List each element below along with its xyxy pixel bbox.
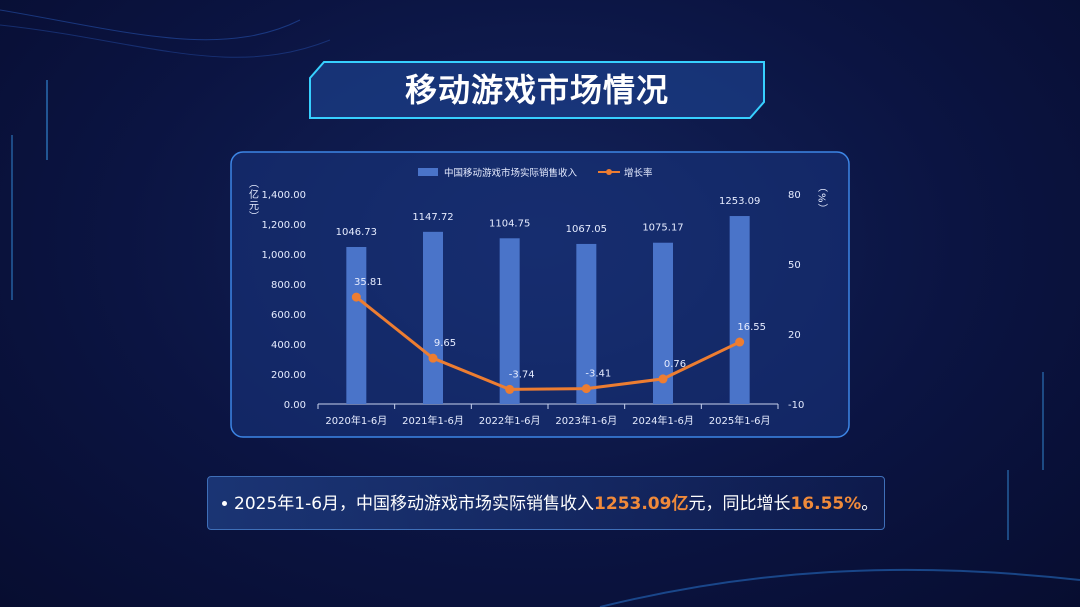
x-tick-label: 2023年1-6月 xyxy=(555,414,617,427)
line-point xyxy=(735,337,745,347)
highlight: 16.55% xyxy=(790,494,862,514)
y-tick-label: 200.00 xyxy=(271,370,306,381)
x-tick-label: 2021年1-6月 xyxy=(402,414,464,427)
line-point xyxy=(581,384,591,394)
bar xyxy=(729,216,750,404)
legend-label: 增长率 xyxy=(624,167,653,179)
y-tick-label: 1,400.00 xyxy=(261,190,306,201)
y-tick-label: 600.00 xyxy=(271,310,306,321)
y-axis-label: （亿元） xyxy=(247,178,259,222)
y-tick-label: 800.00 xyxy=(271,280,306,291)
bullet-marker xyxy=(222,501,227,506)
legend-swatch xyxy=(606,169,612,175)
chart-panel xyxy=(230,151,850,438)
summary-box: 2025年1-6月，中国移动游戏市场实际销售收入1253.09亿元，同比增长16… xyxy=(207,476,885,530)
y2-tick-label: 80 xyxy=(788,190,801,201)
highlight: 1253.09亿 xyxy=(594,494,689,514)
line-value-label: 0.76 xyxy=(664,359,686,370)
line-value-label: -3.74 xyxy=(509,369,535,380)
y2-tick-label: 50 xyxy=(788,260,801,271)
bar xyxy=(499,238,520,404)
legend-label: 中国移动游戏市场实际销售收入 xyxy=(444,167,578,179)
text: 2025年1-6月，中国移动游戏市场实际销售收入 xyxy=(234,494,595,514)
bar-value-label: 1253.09 xyxy=(719,196,760,207)
line-point xyxy=(505,384,515,394)
x-tick-label: 2022年1-6月 xyxy=(479,414,541,427)
text: 。 xyxy=(861,494,879,514)
bar xyxy=(346,246,367,404)
y-tick-label: 0.00 xyxy=(284,400,306,411)
line-value-label: -3.41 xyxy=(585,369,611,380)
line-value-label: 35.81 xyxy=(354,277,383,288)
bar-value-label: 1104.75 xyxy=(489,218,530,229)
y-tick-label: 1,200.00 xyxy=(261,220,306,231)
bar-value-label: 1046.73 xyxy=(336,227,377,238)
line-value-label: 16.55 xyxy=(737,322,766,333)
line-point xyxy=(658,374,668,384)
line-point xyxy=(351,292,361,302)
line-value-label: 9.65 xyxy=(434,338,456,349)
x-tick-label: 2024年1-6月 xyxy=(632,414,694,427)
text: 元，同比增长 xyxy=(688,494,791,514)
line-point xyxy=(428,353,438,363)
legend-swatch xyxy=(418,168,438,176)
bar xyxy=(653,242,673,404)
y2-tick-label: 20 xyxy=(788,330,801,341)
slide-title: 移动游戏市场情况 xyxy=(404,71,669,109)
bar xyxy=(423,231,443,404)
summary-text: 2025年1-6月，中国移动游戏市场实际销售收入1253.09亿元，同比增长16… xyxy=(234,477,878,531)
y-tick-label: 400.00 xyxy=(271,340,306,351)
line xyxy=(355,295,741,391)
y2-axis-label: （%） xyxy=(816,182,828,215)
bar xyxy=(576,243,597,404)
y2-tick-label: -10 xyxy=(788,400,804,411)
x-tick-label: 2020年1-6月 xyxy=(325,414,387,427)
bar-value-label: 1147.72 xyxy=(412,212,453,223)
bar-value-label: 1075.17 xyxy=(642,223,683,234)
x-tick-label: 2025年1-6月 xyxy=(709,414,771,427)
y-tick-label: 1,000.00 xyxy=(261,250,306,261)
bar-value-label: 1067.05 xyxy=(566,224,607,235)
